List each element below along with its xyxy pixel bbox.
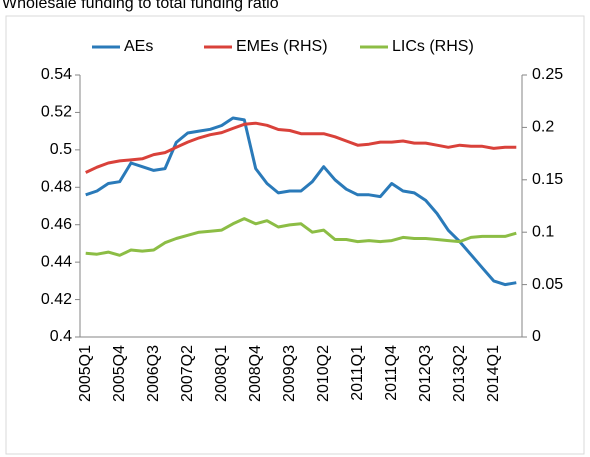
y-tick-label: 0.46 bbox=[41, 216, 72, 233]
y-tick-label: 0.5 bbox=[50, 141, 72, 158]
x-tick-label: 2010Q2 bbox=[315, 345, 332, 402]
y-tick-label: 0.48 bbox=[41, 179, 72, 196]
series-line bbox=[85, 217, 517, 257]
x-tick-label: 2011Q1 bbox=[349, 345, 366, 401]
chart-frame bbox=[5, 15, 585, 455]
y-tick-label: 0.4 bbox=[50, 328, 72, 345]
x-tick-label: 2014Q1 bbox=[485, 345, 502, 402]
x-tick-label: 2005Q1 bbox=[77, 345, 94, 402]
x-tick-label: 2007Q2 bbox=[179, 345, 196, 402]
x-tick-label: 2005Q4 bbox=[111, 345, 128, 402]
y2-tick-label: 0.05 bbox=[532, 276, 563, 293]
legend-label: EMEs (RHS) bbox=[236, 38, 328, 55]
x-tick-label: 2013Q2 bbox=[451, 345, 468, 402]
y2-tick-label: 0.1 bbox=[532, 223, 554, 240]
x-tick-label: 2008Q4 bbox=[247, 345, 264, 402]
chart-title: Wholesale funding to total funding ratio bbox=[2, 0, 279, 12]
y-tick-label: 0.44 bbox=[41, 253, 72, 270]
x-tick-label: 2012Q3 bbox=[417, 345, 434, 402]
x-tick-label: 2008Q1 bbox=[213, 345, 230, 402]
y2-tick-label: 0.25 bbox=[532, 66, 563, 83]
legend-label: AEs bbox=[124, 38, 153, 55]
series-line bbox=[85, 121, 517, 174]
y-tick-label: 0.54 bbox=[41, 66, 72, 83]
y-tick-label: 0.42 bbox=[41, 291, 72, 308]
x-tick-label: 2011Q4 bbox=[383, 345, 400, 401]
x-tick-label: 2006Q3 bbox=[145, 345, 162, 402]
y-tick-label: 0.52 bbox=[41, 104, 72, 121]
legend-label: LICs (RHS) bbox=[392, 38, 474, 55]
y2-tick-label: 0 bbox=[532, 328, 541, 345]
series-line bbox=[85, 116, 517, 287]
x-tick-label: 2009Q3 bbox=[281, 345, 298, 402]
y2-tick-label: 0.2 bbox=[532, 119, 554, 136]
y2-tick-label: 0.15 bbox=[532, 171, 563, 188]
